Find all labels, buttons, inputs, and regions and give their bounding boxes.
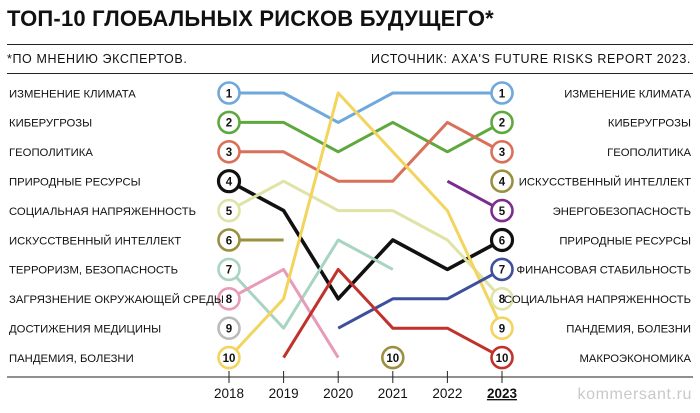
series-line <box>228 267 340 359</box>
rank-number: 3 <box>499 147 505 159</box>
series-lines <box>227 91 504 359</box>
rank-marker <box>217 140 241 164</box>
series-line <box>228 179 504 300</box>
subtitle-rule <box>7 73 693 74</box>
rank-marker <box>217 345 241 370</box>
rank-marker <box>217 228 241 252</box>
x-tick-label: 2022 <box>432 386 462 401</box>
right-risk-label: ФИНАНСОВАЯ СТАБИЛЬНОСТЬ <box>517 265 692 277</box>
x-tick-label: 2018 <box>214 386 244 401</box>
watermark-text: kommersant.ru <box>577 386 692 403</box>
risk-labels: ИЗМЕНЕНИЕ КЛИМАТА КИБЕРУГРОЗЫ ГЕОПОЛИТИКА П… <box>9 88 691 365</box>
rank-number: 1 <box>226 88 233 100</box>
rank-marker <box>490 257 514 282</box>
right-risk-label: ИСКУССТВЕННЫЙ ИНТЕЛЛЕКТ <box>519 176 691 189</box>
right-risk-label: ПРИРОДНЫЕ РЕСУРСЫ <box>559 235 691 247</box>
right-risk-label: ЭНЕРГОБЕЗОПАСНОСТЬ <box>553 206 691 218</box>
series-line <box>337 268 503 330</box>
rank-number: 8 <box>499 294 506 306</box>
rank-number: 7 <box>226 265 232 277</box>
x-axis: 2018 2019 2020 2021 2022 2023 <box>214 371 518 401</box>
left-risk-label: ГЕОПОЛИТИКА <box>9 147 93 159</box>
series-line <box>229 120 503 183</box>
rank-number: 10 <box>223 353 236 365</box>
series-line <box>282 267 503 359</box>
left-risk-label: ПРИРОДНЫЕ РЕСУРСЫ <box>9 177 141 189</box>
rank-marker <box>217 198 241 223</box>
x-tick-label: 2023 <box>487 386 518 401</box>
series-line <box>228 179 503 301</box>
rank-marker <box>490 140 514 164</box>
rank-marker <box>217 257 241 282</box>
rank-marker <box>217 110 241 135</box>
left-risk-label: ИСКУССТВЕННЫЙ ИНТЕЛЛЕКТ <box>9 234 181 247</box>
left-risk-label: СОЦИАЛЬНАЯ НАПРЯЖЕННОСТЬ <box>9 206 196 218</box>
left-risk-label: КИБЕРУГРОЗЫ <box>9 118 92 130</box>
rank-number: 5 <box>226 206 233 218</box>
rank-number: 8 <box>226 294 233 306</box>
left-risk-label: ПАНДЕМИЯ, БОЛЕЗНИ <box>9 353 134 365</box>
rank-marker <box>490 316 514 341</box>
rank-number: 9 <box>499 324 505 336</box>
series-line <box>229 120 503 154</box>
series-line <box>229 91 502 124</box>
rank-number: 7 <box>499 265 505 277</box>
footnote-text: *ПО МНЕНИЮ ЭКСПЕРТОВ. <box>7 52 188 66</box>
series-line <box>227 91 504 359</box>
source-text: ИСТОЧНИК: AXA'S FUTURE RISKS REPORT 2023… <box>370 52 691 66</box>
rank-number: 4 <box>499 177 506 189</box>
right-risk-label: СОЦИАЛЬНАЯ НАПРЯЖЕННОСТЬ <box>504 294 691 306</box>
rank-marker <box>490 169 514 193</box>
rank-marker <box>217 81 241 105</box>
rank-marker <box>490 81 514 105</box>
rank-marker <box>380 345 405 370</box>
rank-number: 4 <box>226 177 233 189</box>
rank-number: 6 <box>499 235 505 247</box>
left-risk-label: ТЕРРОРИЗМ, БЕЗОПАСНОСТЬ <box>9 265 178 277</box>
rank-number: 6 <box>226 235 232 247</box>
rank-marker <box>490 198 514 223</box>
rank-marker <box>490 110 514 135</box>
right-risk-label: ПАНДЕМИЯ, БОЛЕЗНИ <box>566 324 691 336</box>
rank-number: 5 <box>499 206 506 218</box>
rank-number: 2 <box>226 118 232 130</box>
x-tick-label: 2019 <box>269 386 299 401</box>
right-risk-label: КИБЕРУГРОЗЫ <box>608 118 691 130</box>
rank-number: 9 <box>226 324 232 336</box>
right-risk-label: ИЗМЕНЕНИЕ КЛИМАТА <box>564 88 691 100</box>
rank-marker <box>490 345 514 370</box>
rank-marker <box>489 227 515 253</box>
rank-number: 1 <box>499 88 506 100</box>
series-line <box>227 238 394 330</box>
rank-number: 2 <box>499 118 505 130</box>
rank-marker <box>490 286 514 311</box>
left-risk-label: ИЗМЕНЕНИЕ КЛИМАТА <box>9 88 136 100</box>
rank-number: 10 <box>496 353 509 365</box>
title-rule <box>7 44 693 45</box>
left-risk-label: ЗАГРЯЗНЕНИЕ ОКРУЖАЮЩЕЙ СРЕДЫ <box>9 293 224 306</box>
right-risk-label: ГЕОПОЛИТИКА <box>607 147 691 159</box>
rank-number: 3 <box>226 147 232 159</box>
right-risk-label: МАКРОЭКОНОМИКА <box>579 353 691 365</box>
chart-title: ТОП-10 ГЛОБАЛЬНЫХ РИСКОВ БУДУЩЕГО* <box>7 6 494 31</box>
x-tick-label: 2021 <box>378 386 408 401</box>
rank-marker <box>217 316 241 341</box>
rank-markers: 1 2 3 4 5 6 7 8 9 10 10 1 2 3 4 5 6 7 8 9 10 <box>216 81 515 370</box>
x-tick-label: 2020 <box>323 386 353 401</box>
rank-number: 10 <box>386 353 399 365</box>
left-risk-label: ДОСТИЖЕНИЯ МЕДИЦИНЫ <box>9 324 161 336</box>
rank-marker <box>217 286 241 311</box>
rank-marker <box>216 169 242 194</box>
